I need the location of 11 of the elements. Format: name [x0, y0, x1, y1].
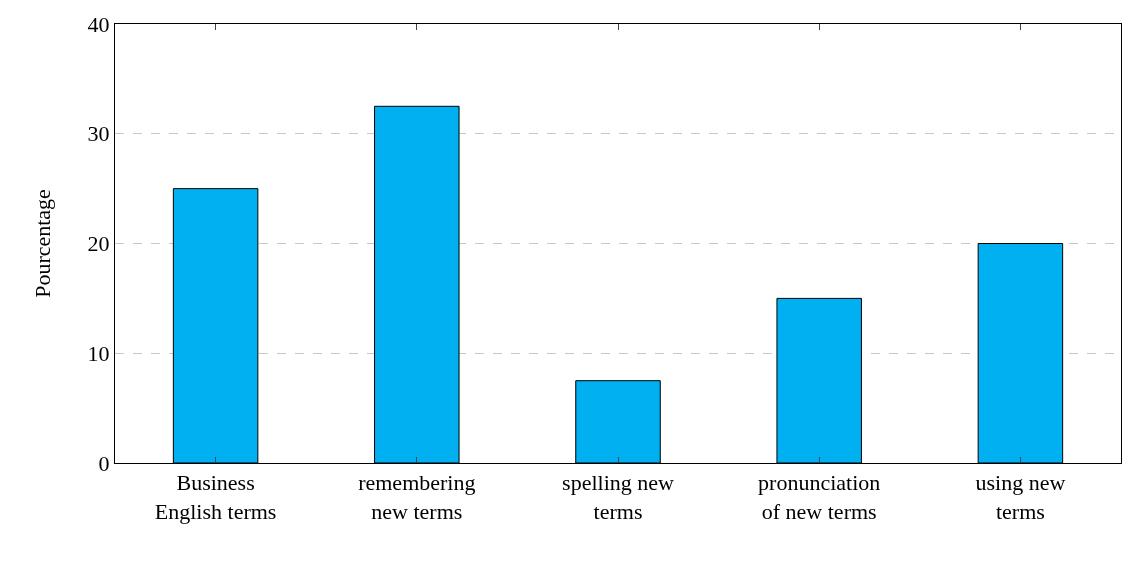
y-tick-label: 30: [87, 121, 110, 147]
x-tick-label: Business English terms: [154, 470, 277, 524]
x-tick-label: remembering new terms: [358, 470, 476, 524]
y-axis-title: Pourcentage: [30, 189, 56, 298]
x-tick-label: pronunciation of new terms: [758, 470, 881, 524]
x-tick-label: using new terms: [975, 470, 1066, 524]
y-tick-label: 10: [87, 340, 110, 366]
y-tick-label: 20: [87, 231, 110, 257]
y-tick-label: 40: [87, 11, 110, 37]
x-tick-label: spelling new terms: [562, 470, 675, 524]
y-tick-label: 0: [98, 450, 110, 476]
